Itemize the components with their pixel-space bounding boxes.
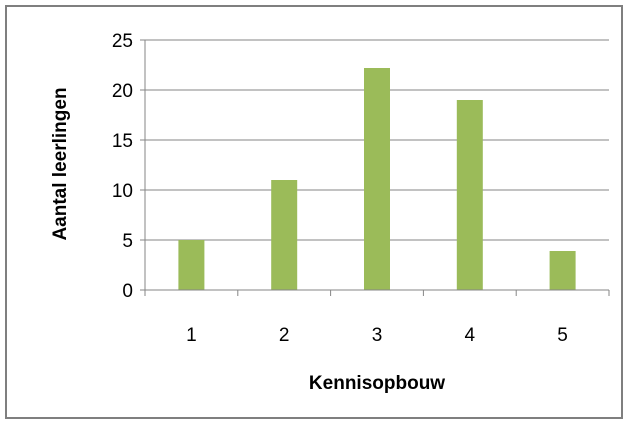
x-tick-label-2: 2 [279,325,290,346]
y-axis-title: Aantal leerlingen [50,87,71,240]
bar-4 [456,100,483,290]
y-tick-label-20: 20 [112,81,133,102]
y-tick-labels: 0 5 10 15 20 25 [112,31,133,302]
x-tick-labels: 1 2 3 4 5 [186,325,568,346]
bars [178,68,576,290]
y-tick-label-0: 0 [122,281,133,302]
bar-3 [364,68,390,290]
x-tick-label-4: 4 [465,325,476,346]
chart-frame [5,5,623,419]
x-tick-label-5: 5 [557,325,568,346]
bar-2 [271,180,298,290]
axes [140,39,610,296]
bar-1 [178,240,205,290]
x-tick-label-1: 1 [186,325,197,346]
y-tick-label-15: 15 [112,131,133,152]
x-tick-label-3: 3 [372,325,383,346]
bar-5 [549,251,576,290]
y-tick-label-10: 10 [112,181,133,202]
x-axis-title: Kennisopbouw [309,373,445,394]
y-tick-label-5: 5 [122,231,133,252]
y-tick-label-25: 25 [112,31,133,52]
